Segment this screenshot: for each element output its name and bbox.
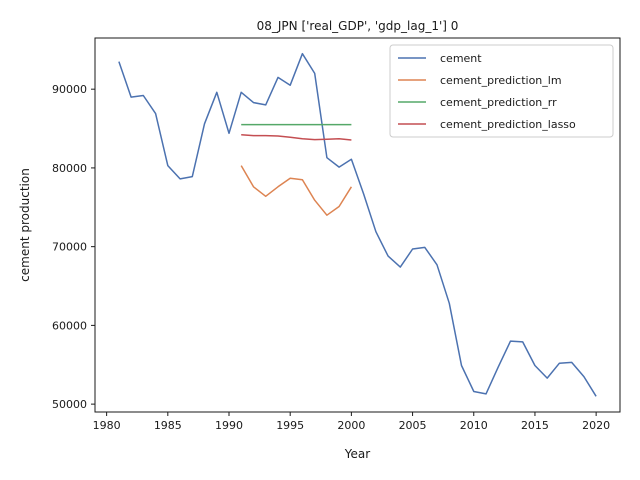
legend-label-cement: cement xyxy=(440,52,482,65)
series-line-cement xyxy=(118,52,597,397)
y-axis: 50000 60000 70000 80000 90000 xyxy=(52,83,95,411)
legend-label-cement_prediction_lm: cement_prediction_lm xyxy=(440,74,562,87)
series-layer xyxy=(118,52,597,397)
y-tick-label: 90000 xyxy=(52,83,87,96)
y-axis-label: cement production xyxy=(18,168,32,282)
y-tick-label: 50000 xyxy=(52,398,87,411)
x-tick-label: 1985 xyxy=(154,419,182,432)
plot-area xyxy=(94,37,621,413)
y-tick-label: 80000 xyxy=(52,162,87,175)
y-tick-label: 60000 xyxy=(52,319,87,332)
series-line-cement_prediction_lasso xyxy=(241,134,352,141)
x-tick-label: 2020 xyxy=(582,419,610,432)
x-axis: 1980 1985 1990 1995 2000 2005 2010 2015 2020 xyxy=(93,412,610,432)
legend-label-cement_prediction_lasso: cement_prediction_lasso xyxy=(440,118,576,131)
x-axis-label: Year xyxy=(344,447,370,461)
x-tick-label: 2015 xyxy=(521,419,549,432)
legend-label-cement_prediction_rr: cement_prediction_rr xyxy=(440,96,557,109)
x-tick-label: 2010 xyxy=(460,419,488,432)
legend-box xyxy=(389,44,614,138)
x-tick-label: 2005 xyxy=(399,419,427,432)
y-tick-label: 70000 xyxy=(52,241,87,254)
legend: cement cement_prediction_lm cement_predict… xyxy=(389,44,614,138)
series-line-cement_prediction_lm xyxy=(240,165,353,216)
x-tick-label: 1990 xyxy=(215,419,243,432)
x-tick-label: 1980 xyxy=(93,419,121,432)
plot-frame xyxy=(94,37,621,413)
x-tick-label: 1995 xyxy=(276,419,304,432)
x-tick-label: 2000 xyxy=(337,419,365,432)
chart-title: 08_JPN ['real_GDP', 'gdp_lag_1'] 0 xyxy=(257,19,459,33)
